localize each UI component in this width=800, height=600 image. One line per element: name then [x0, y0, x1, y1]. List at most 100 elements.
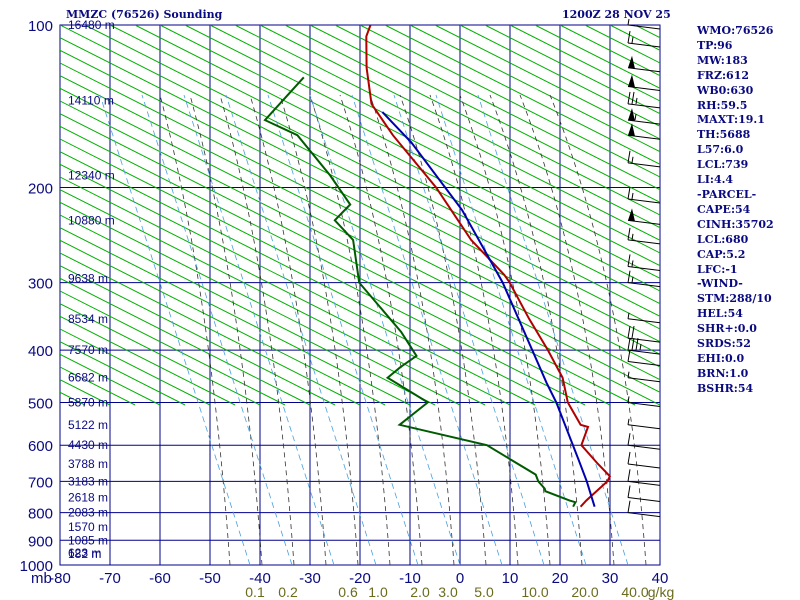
wind-barb	[627, 150, 661, 168]
stat-item: TH:5688	[697, 128, 751, 142]
wind-barb	[627, 208, 661, 225]
mixing-ratio-line	[183, 94, 335, 565]
height-label: 12340 m	[68, 169, 115, 183]
wind-barb-flag	[627, 451, 631, 465]
mixing-ratio-line	[351, 94, 503, 565]
dry-adiabat	[60, 75, 660, 381]
dry-adiabat	[384, 25, 660, 165]
dry-adiabat	[60, 227, 411, 406]
moist-adiabat	[459, 94, 551, 565]
wind-barb	[627, 55, 661, 73]
stat-item: STM:288/10	[697, 292, 772, 306]
dry-adiabat	[60, 113, 636, 406]
mixing-ratio-label: 1.0	[368, 584, 388, 600]
mixing-ratio-label: 5.0	[474, 584, 494, 600]
stat-item: RH:59.5	[697, 98, 748, 112]
dry-adiabat	[60, 303, 261, 406]
moist-adiabat	[369, 94, 455, 565]
temperature-tick-label: 40	[652, 570, 669, 587]
wind-barb-flag	[627, 485, 631, 498]
dry-adiabat	[60, 252, 361, 406]
dry-adiabat	[284, 25, 660, 216]
wind-barb	[627, 123, 661, 140]
height-label: 5122 m	[68, 418, 108, 432]
dry-adiabat	[60, 163, 536, 406]
mixing-ratio-label: 40.0	[621, 584, 648, 600]
height-label: 2083 m	[68, 506, 108, 520]
height-label: 623 m	[68, 546, 101, 560]
wind-barb-flag	[627, 150, 631, 163]
wind-barb-flag	[631, 326, 635, 339]
wind-barb-flag	[631, 338, 635, 351]
stat-item: MAXT:19.1	[697, 113, 765, 127]
dry-adiabat	[60, 290, 286, 406]
wind-barb-half	[631, 260, 634, 267]
height-label: 5870 m	[68, 395, 108, 409]
pressure-tick-label: 900	[28, 533, 53, 550]
dry-adiabat	[60, 328, 211, 406]
mixing-ratio-line	[309, 94, 461, 565]
dry-adiabat	[785, 25, 800, 405]
wind-barb	[627, 469, 661, 486]
wind-barb-half	[639, 344, 642, 351]
stat-item: SRDS:52	[697, 337, 751, 351]
height-label: 6682 m	[68, 371, 108, 385]
wind-barb-staff	[627, 24, 661, 30]
dewpoint-profile	[263, 76, 577, 508]
height-label: 14110 m	[68, 94, 114, 108]
moist-adiabat	[399, 94, 487, 565]
mixing-ratio-line	[393, 94, 545, 565]
wind-barb-flag	[627, 338, 631, 351]
dry-adiabat	[184, 25, 660, 267]
moist-adiabat	[549, 94, 647, 565]
parcel-profile	[381, 111, 596, 507]
wind-barb-staff	[627, 282, 661, 288]
dry-adiabat	[109, 25, 660, 305]
wind-barb	[627, 270, 661, 288]
wind-barb-pennant	[628, 123, 635, 137]
height-label: 4430 m	[68, 438, 108, 452]
stat-item: WMO:76526	[697, 24, 774, 37]
mixing-ratio-line	[141, 94, 293, 565]
dry-adiabat	[409, 25, 660, 153]
wind-barb-staff	[627, 42, 661, 48]
dry-adiabat	[484, 25, 660, 115]
temperature-tick-label: -30	[299, 570, 321, 587]
wind-barb-staff	[627, 361, 661, 367]
stat-item: -PARCEL-	[697, 187, 757, 201]
height-label: 3183 m	[68, 474, 108, 488]
stat-item: LCL:739	[697, 158, 749, 172]
mixing-ratio-label: 3.0	[438, 584, 458, 600]
wind-barb	[627, 349, 661, 367]
wind-barb-staff	[627, 512, 661, 518]
dry-adiabat	[60, 87, 660, 393]
stat-item: TP:96	[697, 38, 733, 52]
mixing-ratio-label: 10.0	[521, 584, 548, 600]
wind-barb-staff	[627, 349, 661, 355]
wind-barb-staff	[627, 463, 661, 469]
chart-time: 1200Z 28 NOV 25	[562, 8, 671, 21]
wind-barb	[627, 30, 661, 48]
moist-adiabat	[219, 94, 295, 565]
wind-barb-flag	[627, 433, 631, 446]
pressure-tick-label: 300	[28, 276, 53, 293]
dry-adiabat	[259, 25, 660, 229]
wind-barb-flag	[627, 186, 631, 200]
dry-adiabat	[60, 189, 486, 406]
wind-barb-half	[627, 18, 630, 26]
mixing-ratio-line	[225, 94, 377, 565]
wind-barb-staff	[627, 337, 661, 343]
dry-adiabat	[60, 315, 236, 406]
wind-barb-staff	[627, 162, 661, 168]
height-label: 182 m	[68, 547, 101, 561]
wind-barb-half	[631, 192, 634, 200]
stat-item: MW:183	[697, 53, 748, 67]
wind-barb	[627, 312, 661, 324]
wind-barb	[627, 371, 661, 383]
wind-barb	[627, 418, 661, 430]
pressure-tick-label: 500	[28, 395, 53, 412]
temperature-tick-label: -60	[149, 570, 171, 587]
dry-adiabat	[60, 176, 511, 406]
wind-barb-half	[635, 97, 638, 104]
stat-item: WB0:630	[697, 83, 754, 97]
